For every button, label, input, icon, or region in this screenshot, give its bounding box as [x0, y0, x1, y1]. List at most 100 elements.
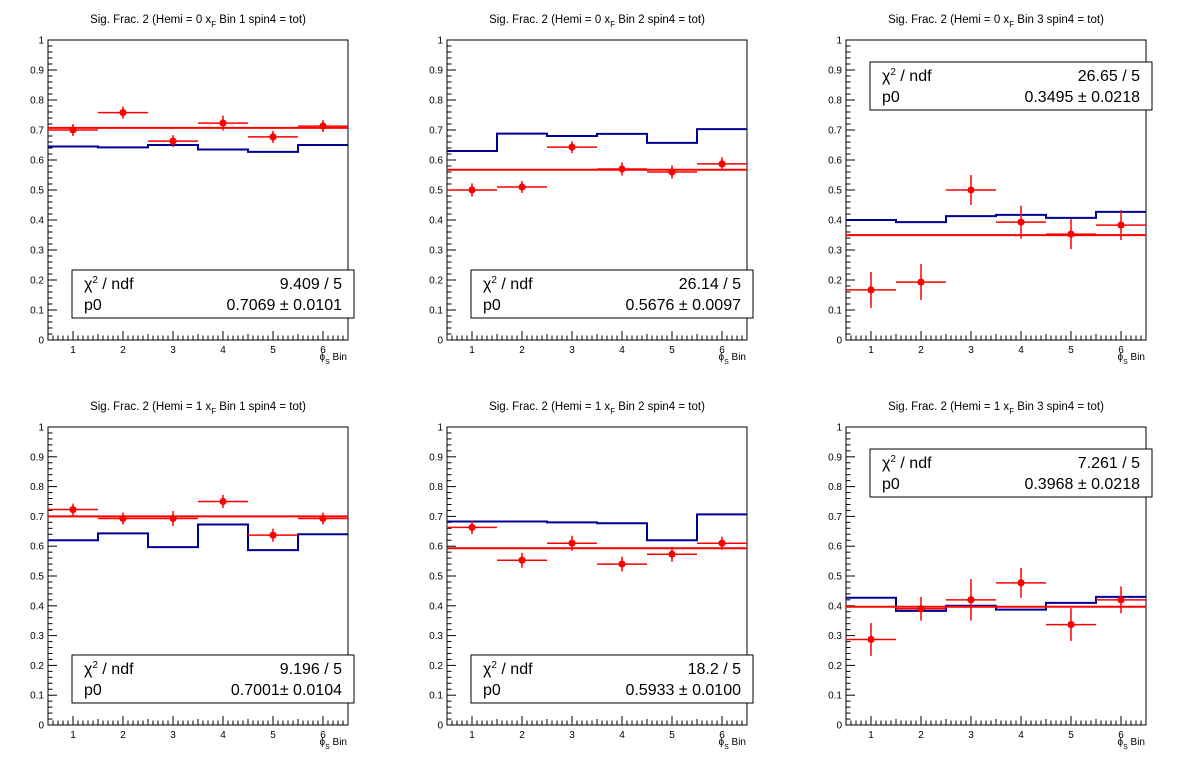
- y-tick-label: 0.1: [30, 306, 44, 317]
- chart-title: Sig. Frac. 2 (Hemi = 0 xF Bin 3 spin4 = …: [888, 14, 1104, 29]
- x-tick-label: 5: [1068, 730, 1074, 741]
- x-tick-label: 4: [220, 730, 226, 741]
- y-tick-label: 0.3: [828, 631, 842, 642]
- x-tick-label: 1: [469, 730, 475, 741]
- p0-value: 0.5676 ± 0.0097: [625, 297, 741, 314]
- x-tick-label: 3: [170, 345, 176, 356]
- data-point: [867, 635, 875, 644]
- data-point: [169, 137, 177, 145]
- chart-title: Sig. Frac. 2 (Hemi = 1 xF Bin 1 spin4 = …: [90, 401, 306, 416]
- x-tick-label: 6: [1118, 345, 1124, 356]
- y-tick-label: 0.7: [429, 512, 443, 523]
- data-point: [618, 560, 626, 568]
- chi2-ndf-text: / ndf: [98, 276, 134, 293]
- xlabel-phi: ϕ: [1117, 352, 1123, 363]
- chi2-symbol: χ: [483, 276, 492, 293]
- data-point: [568, 143, 576, 151]
- y-tick-label: 0.3: [828, 246, 842, 257]
- x-tick-label: 6: [320, 730, 326, 741]
- chi2-superscript: 2: [890, 67, 896, 78]
- chi2-label: χ2 / ndf: [483, 275, 533, 293]
- chi2-value: 26.14 / 5: [679, 276, 741, 293]
- data-point: [718, 539, 726, 547]
- y-tick-label: 1: [38, 423, 44, 434]
- xlabel-subscript: S: [325, 359, 330, 366]
- p0-label: p0: [882, 476, 900, 493]
- data-point: [269, 133, 277, 141]
- data-point: [967, 186, 975, 194]
- y-tick-label: 0: [437, 336, 443, 347]
- xlabel-phi: ϕ: [718, 352, 724, 363]
- y-tick-label: 1: [836, 36, 842, 47]
- data-point: [668, 168, 676, 176]
- y-tick-label: 0.8: [30, 482, 44, 493]
- chi2-ndf-text: / ndf: [896, 68, 932, 85]
- y-tick-label: 0.3: [429, 246, 443, 257]
- chart-panel: Sig. Frac. 2 (Hemi = 0 xF Bin 1 spin4 = …: [30, 14, 355, 366]
- y-tick-label: 0.1: [429, 306, 443, 317]
- y-tick-label: 0.9: [30, 66, 44, 77]
- x-axis-label: ϕS Bin: [319, 352, 347, 366]
- data-point: [618, 165, 626, 173]
- y-tick-label: 0.6: [30, 156, 44, 167]
- y-tick-label: 1: [437, 423, 443, 434]
- chi2-label: χ2 / ndf: [84, 660, 134, 678]
- xlabel-subscript: S: [724, 359, 729, 366]
- y-tick-label: 0.7: [30, 126, 44, 137]
- xlabel-text: Bin: [330, 737, 347, 748]
- xlabel-subscript: S: [1123, 359, 1128, 366]
- x-tick-label: 2: [519, 345, 525, 356]
- data-point: [917, 278, 925, 286]
- data-point: [468, 523, 476, 532]
- xlabel-phi: ϕ: [1117, 737, 1123, 748]
- reference-histogram: [447, 128, 747, 152]
- y-tick-label: 0.6: [828, 156, 842, 167]
- y-tick-label: 0.5: [429, 572, 443, 583]
- xlabel-subscript: S: [1123, 744, 1128, 751]
- x-tick-label: 2: [120, 730, 126, 741]
- chi2-value: 26.65 / 5: [1078, 68, 1140, 85]
- y-tick-label: 0.6: [429, 156, 443, 167]
- y-tick-label: 0.4: [429, 601, 443, 612]
- y-tick-label: 0.2: [30, 276, 44, 287]
- stats-box: [71, 269, 355, 319]
- y-tick-label: 0.9: [429, 452, 443, 463]
- y-tick-label: 0: [38, 721, 44, 732]
- y-tick-label: 0.3: [30, 246, 44, 257]
- x-tick-label: 6: [320, 345, 326, 356]
- xlabel-text: Bin: [729, 737, 746, 748]
- chi2-superscript: 2: [491, 275, 497, 286]
- xlabel-phi: ϕ: [319, 737, 325, 748]
- xlabel-phi: ϕ: [718, 737, 724, 748]
- y-tick-label: 1: [38, 36, 44, 47]
- y-tick-label: 1: [437, 36, 443, 47]
- chart-panel: Sig. Frac. 2 (Hemi = 1 xF Bin 2 spin4 = …: [429, 401, 754, 751]
- p0-label: p0: [483, 297, 501, 314]
- data-point: [568, 539, 576, 547]
- title-text: Sig. Frac. 2 (Hemi = 0 x: [489, 14, 610, 26]
- title-text: Bin 3 spin4 = tot): [1014, 14, 1104, 26]
- x-tick-label: 2: [120, 345, 126, 356]
- p0-label: p0: [882, 89, 900, 106]
- data-point: [518, 556, 526, 564]
- xlabel-text: Bin: [729, 352, 746, 363]
- x-tick-label: 5: [669, 345, 675, 356]
- chi2-ndf-text: / ndf: [896, 455, 932, 472]
- chart-panel: Sig. Frac. 2 (Hemi = 1 xF Bin 3 spin4 = …: [828, 401, 1153, 751]
- title-subscript: F: [211, 407, 216, 416]
- title-text: Bin 1 spin4 = tot): [216, 14, 306, 26]
- y-tick-label: 0.6: [429, 542, 443, 553]
- y-tick-label: 0.2: [30, 661, 44, 672]
- x-tick-label: 3: [569, 730, 575, 741]
- chi2-value: 7.261 / 5: [1078, 455, 1140, 472]
- stats-box: [470, 269, 754, 319]
- x-tick-label: 4: [220, 345, 226, 356]
- title-subscript: F: [610, 20, 615, 29]
- data-point: [468, 186, 476, 194]
- x-tick-label: 6: [1118, 730, 1124, 741]
- data-point: [119, 109, 127, 117]
- x-tick-label: 4: [1018, 730, 1024, 741]
- data-point: [718, 160, 726, 168]
- data-point: [668, 550, 676, 558]
